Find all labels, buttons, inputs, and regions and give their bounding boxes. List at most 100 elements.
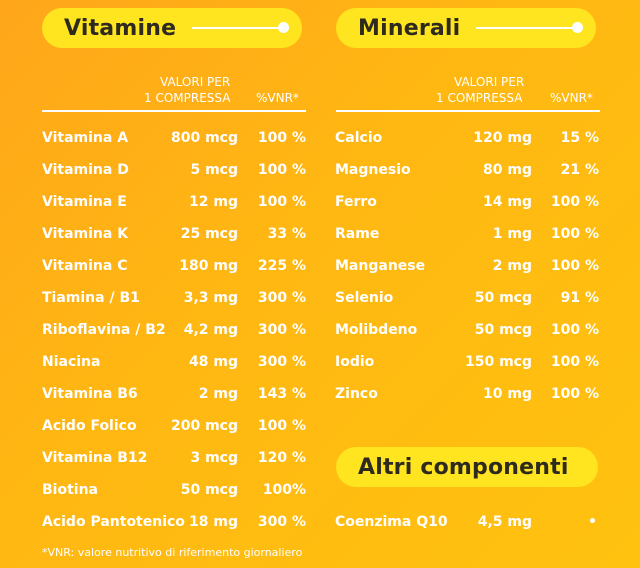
nutrient-name: Vitamina D [42, 162, 129, 178]
nutrient-value: 3,3 mg [183, 290, 238, 306]
nutrient-name: Manganese [335, 258, 426, 274]
altri-componenti-pill: Altri componenti [336, 447, 598, 487]
nutrient-vnr: 100 % [550, 258, 599, 274]
nutrient-vnr: 100% [262, 482, 306, 498]
nutrient-vnr: 100 % [550, 322, 599, 338]
table-row: Molibdeno 50 mcg 100 % [335, 320, 605, 340]
footnote: *VNR: valore nutritivo di riferimento gi… [42, 546, 303, 559]
nutrient-vnr: 143 % [257, 386, 306, 402]
nutrient-name: Acido Folico [42, 418, 137, 434]
table-row: Vitamina B6 2 mg 143 % [42, 384, 312, 404]
minerali-divider [336, 110, 600, 112]
table-row: Ferro 14 mg 100 % [335, 192, 605, 212]
nutrient-vnr: 120 % [257, 450, 306, 466]
table-row: Biotina 50 mcg 100% [42, 480, 312, 500]
nutrient-value: 50 mcg [474, 322, 532, 338]
table-row: Zinco 10 mg 100 % [335, 384, 605, 404]
nutrient-vnr: 100 % [257, 130, 306, 146]
nutrient-name: Tiamina / B1 [42, 290, 140, 306]
nutrient-name: Rame [335, 226, 380, 242]
slider-dot-icon [278, 22, 289, 33]
minerali-header-value: VALORI PER 1 COMPRESSA [436, 75, 525, 105]
table-row: Acido Pantotenico 18 mg 300 % [42, 512, 312, 532]
nutrient-value: 3 mcg [190, 450, 238, 466]
table-row: Vitamina E 12 mg 100 % [42, 192, 312, 212]
nutrient-value: 2 mg [492, 258, 532, 274]
nutrient-vnr: 300 % [257, 322, 306, 338]
nutrient-vnr: 300 % [257, 514, 306, 530]
nutrient-vnr: 33 % [267, 226, 306, 242]
nutrient-name: Iodio [335, 354, 375, 370]
table-row: Coenzima Q10 4,5 mg • [335, 512, 605, 532]
minerali-header-vnr: %VNR* [550, 91, 593, 105]
nutrient-vnr: • [588, 514, 597, 530]
vitamine-pill: Vitamine [42, 8, 302, 48]
nutrient-value: 50 mcg [180, 482, 238, 498]
table-row: Calcio 120 mg 15 % [335, 128, 605, 148]
nutrient-vnr: 21 % [560, 162, 599, 178]
altri-componenti-title: Altri componenti [358, 454, 569, 480]
nutrient-vnr: 300 % [257, 290, 306, 306]
table-row: Acido Folico 200 mcg 100 % [42, 416, 312, 436]
nutrient-vnr: 100 % [257, 162, 306, 178]
nutrient-name: Vitamina K [42, 226, 129, 242]
nutrient-value: 1 mg [492, 226, 532, 242]
nutrient-name: Ferro [335, 194, 377, 210]
nutrient-value: 80 mg [483, 162, 532, 178]
nutrient-vnr: 15 % [560, 130, 599, 146]
table-row: Vitamina C 180 mg 225 % [42, 256, 312, 276]
nutrient-value: 5 mcg [190, 162, 238, 178]
nutrient-value: 25 mcg [180, 226, 238, 242]
nutrient-value: 14 mg [483, 194, 532, 210]
slider-line [476, 27, 576, 29]
nutrient-name: Calcio [335, 130, 383, 146]
nutrient-name: Magnesio [335, 162, 411, 178]
nutrient-value: 120 mg [473, 130, 532, 146]
nutrient-name: Acido Pantotenico [42, 514, 185, 530]
table-row: Magnesio 80 mg 21 % [335, 160, 605, 180]
table-row: Niacina 48 mg 300 % [42, 352, 312, 372]
nutrient-name: Molibdeno [335, 322, 418, 338]
nutrient-vnr: 91 % [560, 290, 599, 306]
vitamine-header-vnr: %VNR* [256, 91, 299, 105]
nutrient-vnr: 100 % [550, 386, 599, 402]
nutrient-value: 4,5 mg [477, 514, 532, 530]
nutrient-name: Vitamina C [42, 258, 128, 274]
slider-dot-icon [572, 22, 583, 33]
table-row: Tiamina / B1 3,3 mg 300 % [42, 288, 312, 308]
nutrient-value: 18 mg [189, 514, 238, 530]
nutrient-name: Vitamina B12 [42, 450, 148, 466]
nutrient-value: 2 mg [198, 386, 238, 402]
nutrient-value: 4,2 mg [183, 322, 238, 338]
nutrient-name: Niacina [42, 354, 101, 370]
nutrient-name: Vitamina A [42, 130, 129, 146]
nutrient-value: 150 mcg [464, 354, 532, 370]
minerali-title: Minerali [358, 15, 461, 41]
table-row: Vitamina B12 3 mcg 120 % [42, 448, 312, 468]
nutrient-value: 10 mg [483, 386, 532, 402]
table-row: Selenio 50 mcg 91 % [335, 288, 605, 308]
nutrient-value: 800 mcg [170, 130, 238, 146]
table-row: Vitamina D 5 mcg 100 % [42, 160, 312, 180]
nutrient-value: 50 mcg [474, 290, 532, 306]
nutrient-name: Coenzima Q10 [335, 514, 448, 530]
nutrient-value: 48 mg [189, 354, 238, 370]
slider-line [192, 27, 282, 29]
nutrient-value: 200 mcg [170, 418, 238, 434]
nutrient-vnr: 300 % [257, 354, 306, 370]
nutrient-vnr: 225 % [257, 258, 306, 274]
table-row: Vitamina A 800 mcg 100 % [42, 128, 312, 148]
table-row: Iodio 150 mcg 100 % [335, 352, 605, 372]
nutrient-vnr: 100 % [257, 194, 306, 210]
nutrient-name: Biotina [42, 482, 98, 498]
nutrient-name: Vitamina E [42, 194, 127, 210]
table-row: Vitamina K 25 mcg 33 % [42, 224, 312, 244]
nutrient-name: Vitamina B6 [42, 386, 138, 402]
vitamine-header-value: VALORI PER 1 COMPRESSA [144, 75, 231, 105]
nutrient-name: Riboflavina / B2 [42, 322, 166, 338]
minerali-pill: Minerali [336, 8, 596, 48]
table-row: Manganese 2 mg 100 % [335, 256, 605, 276]
nutrient-name: Zinco [335, 386, 378, 402]
nutrient-vnr: 100 % [550, 226, 599, 242]
table-row: Rame 1 mg 100 % [335, 224, 605, 244]
